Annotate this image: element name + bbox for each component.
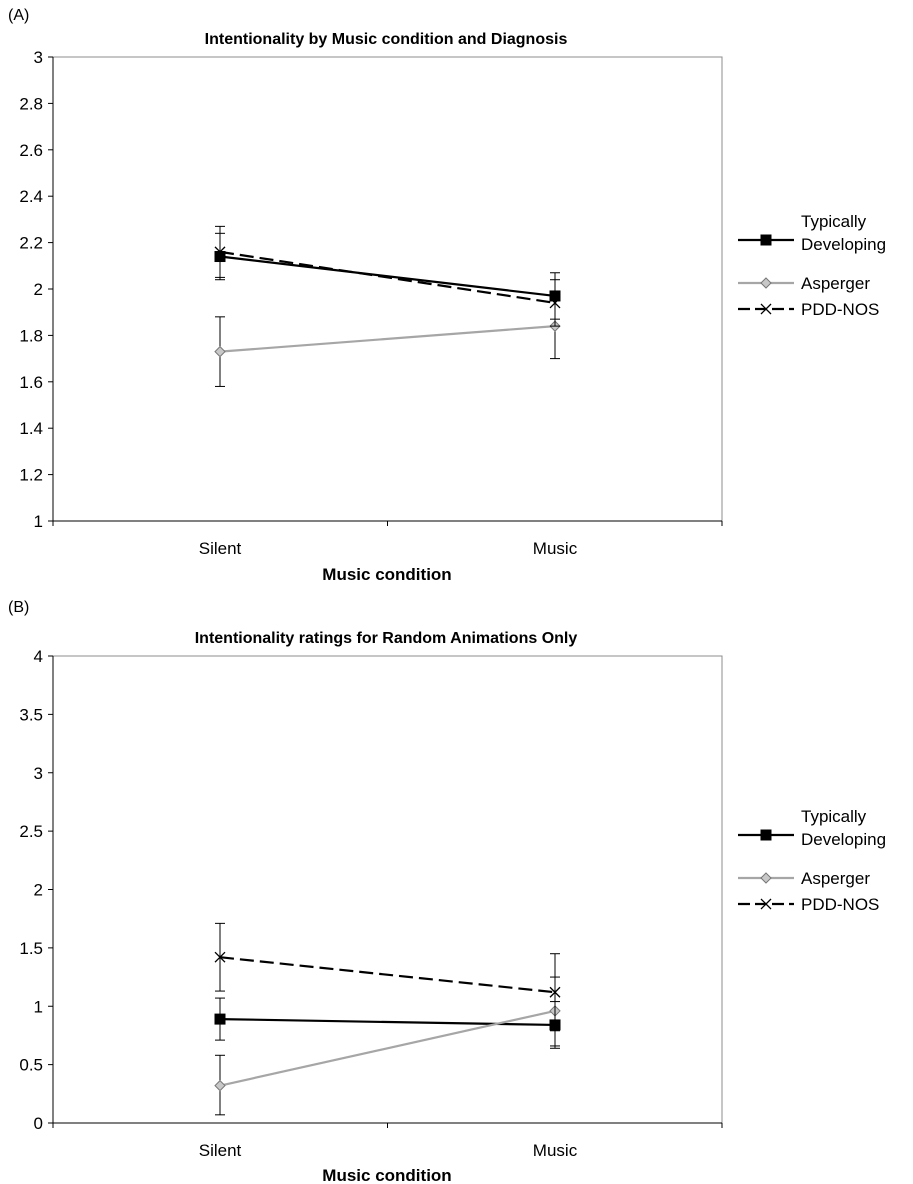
y-tick-label: 1.8 — [19, 326, 43, 345]
x-category-label: Silent — [199, 1141, 242, 1160]
y-tick-label: 2 — [34, 280, 43, 299]
data-point — [214, 246, 226, 258]
y-tick-label: 1.4 — [19, 419, 43, 438]
chart-title: Intentionality ratings for Random Animat… — [195, 630, 578, 647]
legend-item: PDD-NOS — [738, 300, 879, 319]
legend-label: Typically Developing — [801, 212, 886, 254]
y-axis: 1 1.2 1.4 1.6 1.8 2 2.2 2.4 2.6 2.8 3 — [19, 48, 54, 531]
legend-label: Asperger — [801, 274, 870, 293]
legend-marker — [760, 829, 772, 841]
x-axis: Silent Music — [52, 520, 723, 558]
legend-item: Typically Developing — [738, 807, 886, 849]
data-point — [214, 345, 226, 358]
y-tick-label: 3 — [34, 48, 43, 67]
legend-item: Typically Developing — [738, 212, 886, 254]
y-tick-label: 1.6 — [19, 373, 43, 392]
y-tick-label: 3.5 — [19, 705, 43, 724]
plot-area — [52, 655, 723, 1124]
y-tick-label: 2.2 — [19, 234, 43, 253]
data-point — [214, 1013, 226, 1025]
series-line — [219, 956, 556, 994]
y-tick-label: 0.5 — [19, 1056, 43, 1075]
x-axis-title: Music condition — [322, 1166, 451, 1184]
legend-marker — [760, 898, 772, 910]
x-axis-title: Music condition — [322, 565, 451, 584]
y-tick-label: 3 — [34, 764, 43, 783]
legend-marker — [760, 234, 772, 246]
chart-panel-b: (B) Intentionality ratings for Random An… — [0, 592, 913, 1184]
legend-marker — [760, 872, 772, 884]
legend-item: Asperger — [738, 869, 870, 888]
data-point — [214, 1079, 226, 1092]
series-asperger — [214, 976, 561, 1116]
series-typically-developing — [214, 232, 561, 320]
legend-item: Asperger — [738, 274, 870, 293]
panel-label: (B) — [8, 599, 29, 616]
legend-marker — [760, 303, 772, 315]
series-typically-developing — [214, 997, 561, 1049]
chart-title: Intentionality by Music condition and Di… — [205, 31, 568, 48]
y-tick-label: 1.5 — [19, 939, 43, 958]
legend-item: PDD-NOS — [738, 895, 879, 914]
y-tick-label: 0 — [34, 1114, 43, 1133]
data-point — [214, 951, 226, 963]
y-axis: 0 0.5 1 1.5 2 2.5 3 3.5 4 — [19, 647, 54, 1133]
series-asperger — [214, 293, 561, 387]
legend-label: Typically Developing — [801, 807, 886, 849]
chart-panel-a: (A) Intentionality by Music condition an… — [8, 7, 886, 584]
series-layer — [214, 225, 561, 387]
series-pdd-nos — [214, 922, 561, 1032]
x-axis: Silent Music — [52, 1122, 723, 1160]
y-tick-label: 2 — [34, 881, 43, 900]
legend: Typically Developing Asperger PDD-NOS — [738, 212, 886, 319]
series-pdd-nos — [214, 225, 561, 327]
y-tick-label: 2.6 — [19, 141, 43, 160]
series-line — [219, 1009, 556, 1087]
legend: Typically Developing Asperger PDD-NOS — [738, 807, 886, 914]
y-tick-label: 1 — [34, 512, 43, 531]
x-category-label: Music — [533, 539, 578, 558]
series-line — [219, 250, 556, 305]
panel-label: (A) — [8, 7, 29, 24]
y-tick-label: 1 — [34, 997, 43, 1016]
y-tick-label: 1.2 — [19, 466, 43, 485]
series-line — [219, 325, 556, 353]
legend-label: Asperger — [801, 869, 870, 888]
chart-b-svg: (B) Intentionality ratings for Random An… — [8, 599, 886, 1184]
y-tick-label: 2.8 — [19, 94, 43, 113]
x-category-label: Silent — [199, 539, 242, 558]
data-point — [549, 986, 561, 998]
chart-a-svg: (A) Intentionality by Music condition an… — [8, 7, 886, 584]
x-category-label: Music — [533, 1141, 578, 1160]
y-tick-label: 2.5 — [19, 822, 43, 841]
y-tick-label: 4 — [34, 647, 43, 666]
series-line — [219, 255, 556, 298]
legend-label: PDD-NOS — [801, 300, 879, 319]
data-point — [549, 297, 561, 309]
legend-marker — [760, 277, 772, 289]
legend-label: PDD-NOS — [801, 895, 879, 914]
series-layer — [214, 922, 561, 1116]
plot-area — [52, 56, 723, 522]
y-tick-label: 2.4 — [19, 187, 43, 206]
